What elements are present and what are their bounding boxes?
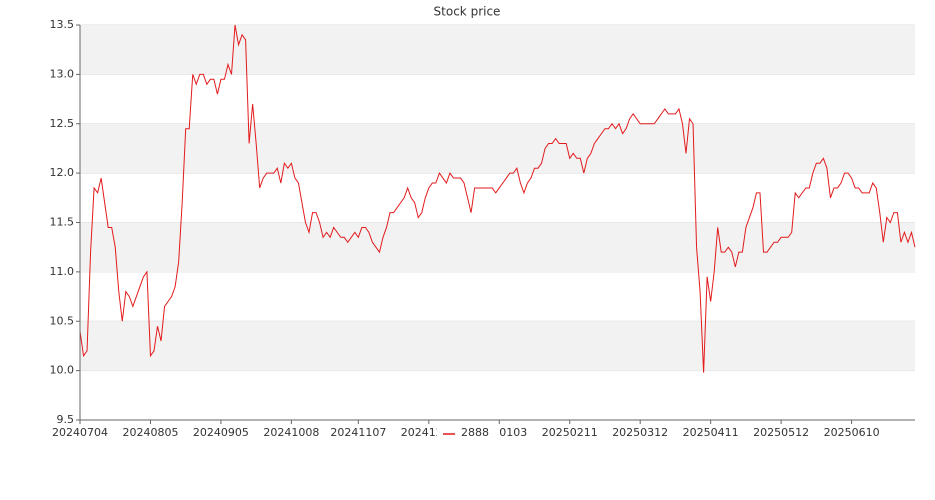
grid-band xyxy=(80,123,915,174)
plot xyxy=(79,24,916,373)
x-tick-label: 20241008 xyxy=(263,426,319,439)
grid-band xyxy=(80,222,915,272)
x-tick-label: 20240905 xyxy=(193,426,249,439)
x-tick-label: 20250512 xyxy=(753,426,809,439)
y-tick-label: 11.0 xyxy=(50,265,75,278)
chart-title: Stock price xyxy=(434,5,501,19)
legend: 2888 xyxy=(437,426,499,442)
legend-label: 2888 xyxy=(461,426,489,439)
grid-band xyxy=(80,25,915,75)
grid-bands xyxy=(80,24,915,421)
y-tick-label: 12.5 xyxy=(50,117,75,130)
y-tick-label: 11.5 xyxy=(50,216,75,229)
y-tick-label: 13.0 xyxy=(50,67,75,80)
y-tick-label: 9.5 xyxy=(57,413,75,426)
y-tick-label: 10.0 xyxy=(50,364,75,377)
legend-box xyxy=(437,426,499,442)
grid-band xyxy=(80,321,915,371)
x-tick-label: 20240805 xyxy=(122,426,178,439)
ticks: 9.5 10.0 10.5 11.0 11.5 12.0 12.5 13.0 13.5 20240… xyxy=(50,18,880,439)
x-tick-label: 20250610 xyxy=(824,426,880,439)
x-tick-label: 20241107 xyxy=(330,426,386,439)
x-tick-label: 20250411 xyxy=(683,426,739,439)
price-line xyxy=(79,24,916,373)
y-tick-label: 10.5 xyxy=(50,314,75,327)
x-tick-label: 20240704 xyxy=(52,426,108,439)
y-tick-label: 12.0 xyxy=(50,166,75,179)
x-tick-label: 20250312 xyxy=(612,426,668,439)
y-tick-label: 13.5 xyxy=(50,18,75,31)
x-tick-label: 20250211 xyxy=(542,426,598,439)
